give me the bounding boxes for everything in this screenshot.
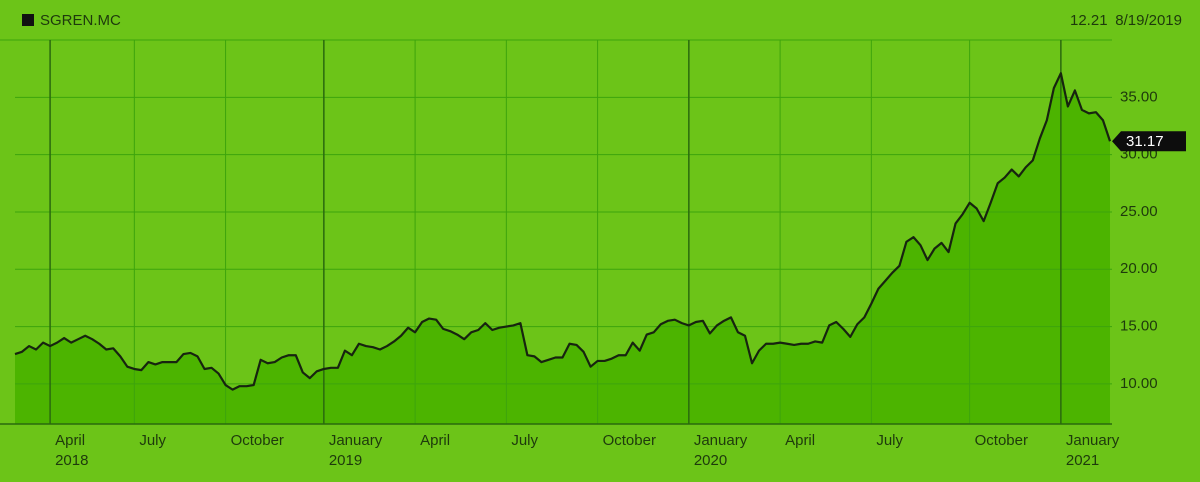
- y-tick-label: 10.00: [1120, 375, 1158, 392]
- y-tick-label: 35.00: [1120, 88, 1158, 105]
- x-tick-label: January 2021: [1066, 432, 1124, 469]
- y-tick-label: 20.00: [1120, 260, 1158, 277]
- y-tick-label: 25.00: [1120, 203, 1158, 220]
- x-tick-label: January 2020: [694, 432, 752, 469]
- x-tick-label: July: [139, 432, 166, 449]
- legend-label: SGREN.MC: [40, 12, 121, 29]
- x-tick-label: October: [231, 432, 284, 449]
- readout-date: 8/19/2019: [1115, 12, 1182, 29]
- y-tick-label: 15.00: [1120, 318, 1158, 335]
- x-tick-label: July: [511, 432, 538, 449]
- x-tick-label: April 2018: [55, 432, 89, 469]
- last-value-label: 31.17: [1126, 133, 1164, 150]
- last-value-tag: [1112, 131, 1186, 152]
- area-fill: [15, 73, 1110, 424]
- x-tick-label: January 2019: [329, 432, 387, 469]
- readout-value: 12.21: [1070, 12, 1108, 29]
- legend-swatch: [22, 14, 34, 26]
- x-tick-label: July: [876, 432, 903, 449]
- x-tick-label: October: [975, 432, 1028, 449]
- x-tick-label: October: [603, 432, 656, 449]
- x-tick-label: April: [420, 432, 450, 449]
- price-line: [14, 72, 1112, 391]
- x-tick-label: April: [785, 432, 815, 449]
